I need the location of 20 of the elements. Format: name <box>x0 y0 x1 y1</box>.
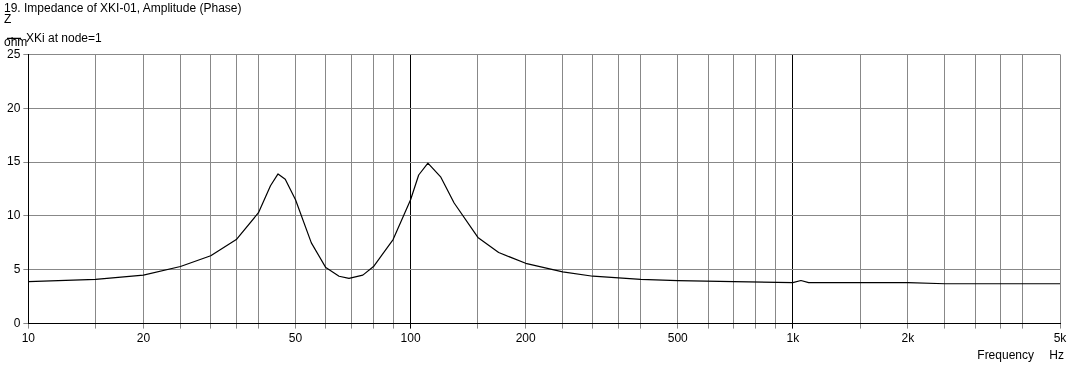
x-tick-label: 20 <box>136 331 151 346</box>
x-tick-label: 500 <box>667 331 689 346</box>
x-tick-label: 5k <box>1053 331 1068 346</box>
y-tick-label: 15 <box>6 154 21 169</box>
x-tick-label: 100 <box>400 331 421 346</box>
chart-title: 19. Impedance of XKI-01, Amplitude (Phase) <box>4 1 242 15</box>
y-tick-label: 5 <box>13 262 21 277</box>
x-tick-label: 50 <box>288 331 303 346</box>
y-tick-label: 10 <box>6 208 21 223</box>
legend-title: Z <box>4 12 12 27</box>
y-axis-title: ohm <box>4 34 28 49</box>
x-tick-label: 1k <box>786 331 801 346</box>
x-tick-label: 2k <box>901 331 916 346</box>
y-tick-label: 20 <box>6 100 21 115</box>
text: Hz <box>1049 347 1064 362</box>
x-tick-label: 200 <box>515 331 536 346</box>
legend-label: XKi at node=1 <box>26 30 103 45</box>
y-tick-label: 25 <box>6 46 21 61</box>
y-tick-label: 0 <box>13 315 21 330</box>
x-axis-title: Frequency <box>977 347 1034 362</box>
